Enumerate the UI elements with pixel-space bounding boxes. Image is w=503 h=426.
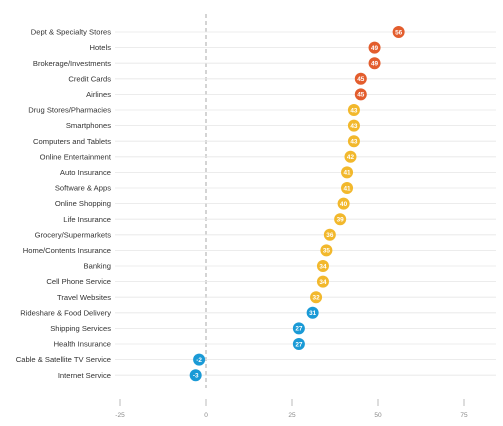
category-label: Software & Apps (55, 184, 111, 193)
data-label: 41 (343, 170, 351, 177)
category-label: Internet Service (58, 371, 111, 380)
data-label: 27 (295, 341, 303, 348)
data-point (337, 197, 350, 210)
data-label: -2 (196, 357, 202, 364)
category-labels: Dept & Specialty Stores Hotels Brokerage/I… (16, 28, 112, 380)
data-point (341, 166, 354, 179)
data-point (306, 306, 319, 319)
data-label: 43 (350, 123, 358, 130)
category-label: Online Shopping (55, 199, 111, 208)
data-label: 27 (295, 326, 303, 333)
data-label: 45 (357, 76, 365, 83)
data-point (292, 322, 305, 335)
data-label: 31 (309, 310, 317, 317)
data-point (189, 369, 202, 382)
data-point (347, 135, 360, 148)
data-label: 49 (371, 45, 379, 52)
data-label: 43 (350, 139, 358, 146)
category-label: Cell Phone Service (46, 277, 111, 286)
x-axis: -25 0 25 50 75 (115, 399, 468, 419)
category-label: Auto Insurance (60, 168, 111, 177)
category-label: Shipping Services (50, 324, 111, 333)
category-label: Grocery/Supermarkets (35, 230, 112, 239)
data-label: 34 (319, 279, 327, 286)
x-tick-label: 75 (460, 412, 468, 419)
category-label: Hotels (89, 43, 111, 52)
data-point (193, 353, 206, 366)
data-point (368, 57, 381, 70)
category-label: Drug Stores/Pharmacies (28, 106, 111, 115)
data-point (347, 119, 360, 132)
category-label: Brokerage/Investments (33, 59, 111, 68)
data-label: 39 (337, 217, 345, 224)
category-label: Smartphones (66, 121, 111, 130)
data-label: 43 (350, 107, 358, 114)
data-point (320, 244, 333, 257)
data-point (323, 228, 336, 241)
data-point (292, 338, 305, 350)
data-point (368, 41, 381, 54)
data-point (316, 275, 329, 288)
data-label: 35 (323, 248, 331, 255)
data-label: 34 (319, 263, 327, 270)
x-tick-label: 0 (204, 412, 208, 419)
data-points: 56 49 49 45 45 43 43 43 42 41 41 40 39 36 35 34 34 32 31 27… (189, 26, 405, 382)
category-label: Health Insurance (54, 340, 111, 349)
category-label: Travel Websites (57, 293, 111, 302)
grid-layer (115, 14, 496, 388)
category-label: Dept & Specialty Stores (31, 28, 111, 37)
data-point (341, 182, 354, 194)
data-label: 45 (357, 92, 365, 99)
category-label: Airlines (86, 90, 111, 99)
category-label: Home/Contents Insurance (23, 246, 111, 255)
category-label: Credit Cards (68, 74, 111, 83)
category-label: Life Insurance (63, 215, 111, 224)
category-label: Rideshare & Food Delivery (20, 308, 111, 317)
data-label: 36 (326, 232, 334, 239)
data-label: -3 (193, 373, 199, 380)
category-label: Banking (84, 262, 111, 271)
category-label: Computers and Tablets (33, 137, 111, 146)
data-point (354, 72, 367, 85)
x-tick-label: 50 (374, 412, 382, 419)
data-point (392, 26, 405, 38)
data-point (347, 104, 360, 116)
data-label: 56 (395, 29, 403, 36)
category-label: Cable & Satellite TV Service (16, 355, 111, 364)
data-label: 32 (313, 295, 321, 302)
data-label: 42 (347, 154, 355, 161)
data-point (310, 291, 323, 304)
data-label: 41 (343, 185, 351, 192)
data-label: 40 (340, 201, 348, 208)
x-tick-label: -25 (115, 412, 125, 419)
category-label: Online Entertainment (40, 152, 112, 161)
data-point (334, 213, 347, 226)
data-point (354, 88, 367, 101)
data-point (344, 150, 357, 163)
data-point (316, 260, 329, 272)
x-tick-label: 25 (288, 412, 296, 419)
data-label: 49 (371, 61, 379, 68)
